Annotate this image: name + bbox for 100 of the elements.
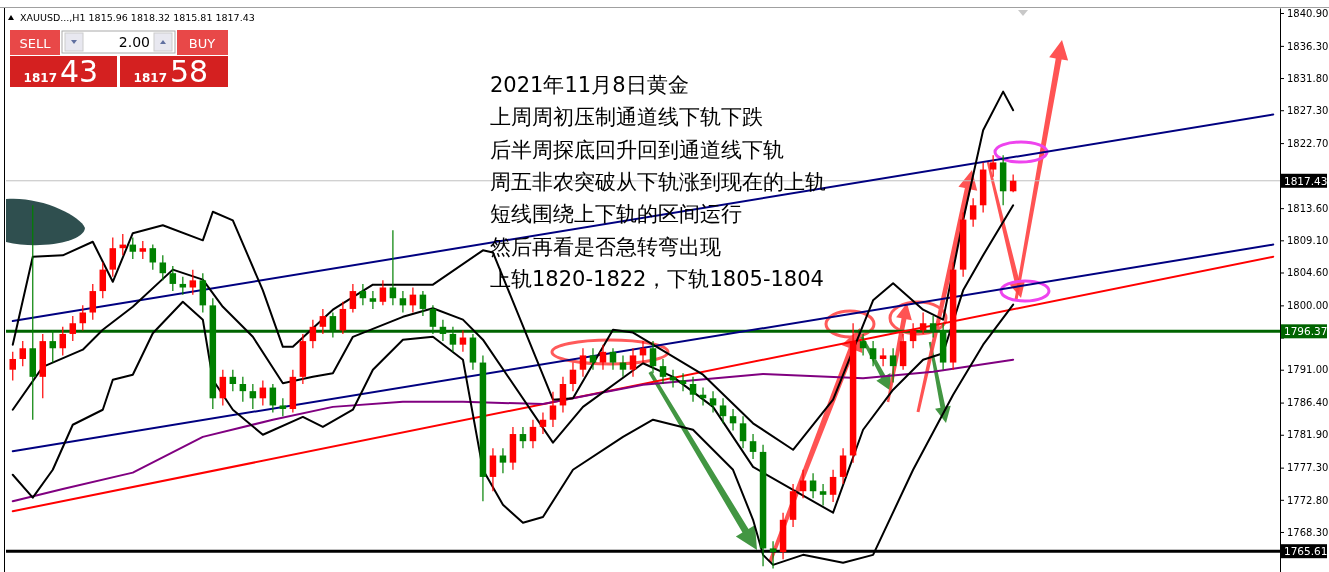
candlestick <box>249 383 257 410</box>
y-tick-label: 1777.30 <box>1287 462 1329 474</box>
candlestick <box>869 340 877 367</box>
y-tick-label: 1791.00 <box>1287 364 1329 376</box>
candlestick <box>489 447 497 492</box>
candlestick <box>579 347 587 378</box>
candlestick <box>609 347 617 371</box>
annotation: 上周周初压制通道线下轨下跌 <box>490 105 763 130</box>
y-tick-label: 1786.40 <box>1287 397 1329 409</box>
candlestick <box>619 354 627 378</box>
y-tick-label: 1836.30 <box>1287 40 1329 52</box>
candlestick <box>389 229 397 306</box>
candlestick <box>559 376 567 414</box>
ref-line-label: 1817.43 <box>1284 174 1328 187</box>
candlestick <box>529 419 537 449</box>
candlestick <box>369 290 377 310</box>
ref-line-label: 1765.61 <box>1284 545 1328 558</box>
candlestick <box>839 447 847 485</box>
candlestick <box>339 301 347 335</box>
candlestick <box>219 369 227 407</box>
candlestick <box>19 340 27 367</box>
y-tick-label: 1840.90 <box>1287 7 1329 19</box>
y-tick-label: 1822.70 <box>1287 137 1329 149</box>
candlestick <box>709 390 717 414</box>
candlestick <box>279 397 287 417</box>
candlestick <box>909 322 917 349</box>
candlestick <box>229 369 237 392</box>
candlestick <box>829 469 837 503</box>
candlestick <box>459 329 467 353</box>
y-tick-label: 1831.80 <box>1287 72 1329 84</box>
candlestick <box>519 426 527 449</box>
candlestick <box>69 315 77 342</box>
y-tick-label: 1800.00 <box>1287 300 1329 312</box>
annotation: BUY <box>188 36 216 51</box>
candlestick <box>589 347 597 371</box>
candlestick <box>159 254 167 281</box>
y-tick-label: 1827.30 <box>1287 104 1329 116</box>
candlestick <box>449 326 457 353</box>
candlestick <box>859 333 867 357</box>
candlestick <box>749 433 757 460</box>
y-tick-label: 1809.10 <box>1287 235 1329 247</box>
candlestick <box>189 269 197 296</box>
candlestick <box>399 290 407 314</box>
candlestick <box>439 319 447 342</box>
candlestick <box>629 347 637 378</box>
annotation: 2.00 <box>118 34 150 50</box>
candlestick <box>309 319 317 349</box>
candlestick <box>9 351 16 382</box>
candlestick <box>969 197 977 228</box>
candlestick <box>49 329 57 364</box>
candlestick <box>729 408 737 432</box>
candlestick <box>659 358 667 385</box>
candlestick <box>639 340 647 364</box>
candlestick <box>929 315 937 339</box>
annotation: 周五非农突破从下轨涨到现在的上轨 <box>490 169 826 194</box>
candlestick <box>689 376 697 403</box>
annotation: 1817 <box>133 71 167 85</box>
y-tick-label: 1781.90 <box>1287 429 1329 441</box>
candlestick <box>989 154 997 178</box>
annotation: SELL <box>19 36 52 51</box>
candlestick <box>599 344 607 371</box>
annotation: 1817 <box>23 71 57 85</box>
candlestick <box>149 244 157 271</box>
candlestick <box>379 279 387 306</box>
candlestick <box>889 347 897 384</box>
candlestick <box>59 326 67 357</box>
annotation: 43 <box>60 54 99 89</box>
candlestick <box>569 361 577 392</box>
candlestick <box>919 311 927 335</box>
candlestick <box>109 236 117 278</box>
candlestick <box>169 265 177 292</box>
y-tick-label: 1772.80 <box>1287 494 1329 506</box>
candlestick <box>419 290 427 317</box>
y-tick-label: 1813.60 <box>1287 202 1329 214</box>
text: 2021年11月8日黄金 <box>490 73 689 97</box>
candlestick <box>679 372 687 392</box>
candlestick <box>879 347 887 367</box>
candlestick <box>319 308 327 335</box>
candlestick <box>539 411 547 435</box>
candlestick <box>549 391 557 428</box>
candlestick <box>359 283 367 306</box>
annotation: 后半周探底回升回到通道线下轨 <box>490 137 784 162</box>
candlestick <box>239 376 247 403</box>
candlestick <box>719 397 727 424</box>
candlestick <box>429 304 437 335</box>
candlestick <box>89 283 97 321</box>
line-series <box>11 358 1015 503</box>
candlestick <box>819 483 827 507</box>
candlestick <box>349 283 357 314</box>
annotation: XAUUSD...,H1 1815.96 1818.32 1815.81 1817.43 <box>20 12 255 23</box>
line-series <box>11 204 1015 514</box>
ref-line-label: 1796.37 <box>1284 325 1328 338</box>
candlestick <box>129 236 137 260</box>
y-tick-label: 1804.60 <box>1287 267 1329 279</box>
annotation: 58 <box>170 54 209 89</box>
annotation: 然后再看是否急转弯出现 <box>490 234 721 259</box>
candlestick <box>649 340 657 374</box>
candlestick <box>329 311 337 339</box>
candlestick <box>499 447 507 474</box>
candlestick <box>99 261 107 299</box>
